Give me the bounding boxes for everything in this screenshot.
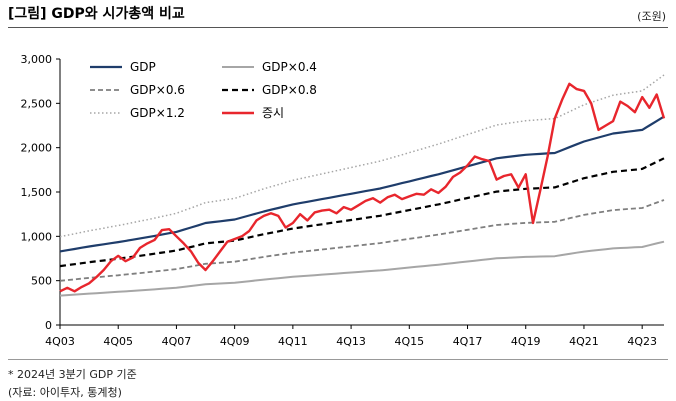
x-tick-label: 4Q11 (278, 335, 308, 348)
x-tick-label: 4Q19 (511, 335, 541, 348)
x-tick-label: 4Q07 (162, 335, 192, 348)
source-note: (자료: 아이투자, 통계청) (8, 386, 122, 399)
bottom-rule (8, 359, 668, 360)
y-tick-label: 3,000 (21, 53, 53, 66)
legend-label-gdp-x08: GDP×0.8 (262, 83, 317, 97)
y-tick-label: 2,000 (21, 142, 53, 155)
x-tick-label: 4Q15 (394, 335, 424, 348)
series-line-gdp-x04 (59, 240, 665, 297)
line-chart: 0 500 1,000 1,500 2,000 2,500 3,000 4Q03 4Q05 4Q0… (21, 53, 666, 348)
footnote: * 2024년 3분기 GDP 기준 (8, 368, 137, 381)
series-line-gdp-x08 (59, 157, 665, 268)
x-tick-label: 4Q23 (627, 335, 657, 348)
series-line-gdp-x06 (59, 199, 665, 282)
y-tick-label: 1,500 (21, 186, 53, 199)
x-tick-label: 4Q03 (45, 335, 75, 348)
x-tick-label: 4Q17 (453, 335, 483, 348)
series-line-market-cap (59, 82, 666, 293)
legend-label-gdp: GDP (130, 60, 156, 74)
top-rule (8, 27, 668, 28)
legend-label-market-cap: 증시 (262, 106, 284, 120)
legend-label-gdp-x04: GDP×0.4 (262, 60, 317, 74)
y-tick-label: 1,000 (21, 230, 53, 243)
legend-label-gdp-x06: GDP×0.6 (130, 83, 185, 97)
chart-title: [그림] GDP와 시가총액 비교 (8, 6, 185, 22)
x-tick-label: 4Q05 (103, 335, 133, 348)
series-line-gdp-x12 (59, 74, 665, 238)
x-tick-label: 4Q09 (220, 335, 250, 348)
y-tick-label: 500 (31, 275, 52, 288)
y-tick-label: 0 (45, 319, 52, 332)
series-line-gdp (59, 115, 665, 253)
legend-label-gdp-x12: GDP×1.2 (130, 106, 185, 120)
x-tick-label: 4Q21 (569, 335, 599, 348)
x-tick-label: 4Q13 (336, 335, 366, 348)
y-tick-label: 2,500 (21, 97, 53, 110)
unit-label: (조원) (637, 10, 666, 23)
